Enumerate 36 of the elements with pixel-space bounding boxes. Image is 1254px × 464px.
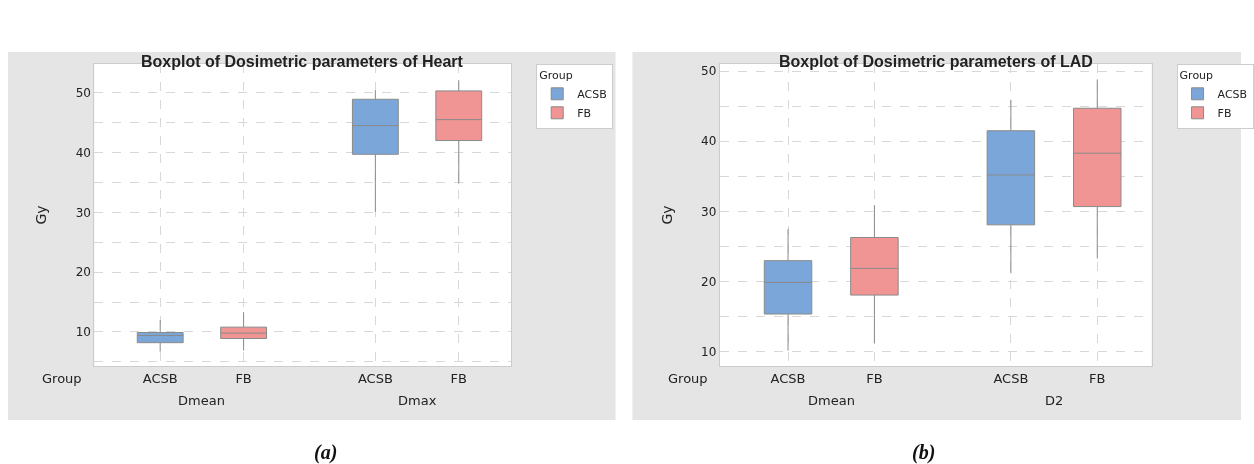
y-axis-title: Gy xyxy=(33,205,50,225)
text: FB xyxy=(866,370,883,386)
legend-label: ACSB xyxy=(1217,88,1248,102)
legend-label: FB xyxy=(1217,107,1232,121)
y-tick-label: 50 xyxy=(701,64,717,79)
y-tick-label: 10 xyxy=(701,345,717,360)
x-axis-title: Group xyxy=(42,371,82,386)
x-tick-label: Dmean xyxy=(178,393,225,408)
text: (a) xyxy=(314,441,338,464)
chart-title: Boxplot of Dosimetric parameters of LAD xyxy=(779,53,1093,70)
y-tick-label: 40 xyxy=(701,134,717,149)
text: FB xyxy=(235,370,252,386)
text: ACSB xyxy=(357,370,393,386)
text: FB xyxy=(450,370,467,386)
y-tick-label: 40 xyxy=(75,145,91,160)
y-tick-label: 10 xyxy=(75,325,91,340)
x-tick-label: D2 xyxy=(1045,393,1064,408)
legend-title: Group xyxy=(1179,69,1214,83)
legend-label: ACSB xyxy=(577,88,607,102)
legend-label: FB xyxy=(577,107,592,121)
text: FB xyxy=(1089,370,1106,386)
y-tick-label: 30 xyxy=(701,204,717,219)
y-tick-label: 50 xyxy=(75,85,91,100)
legend-title: Group xyxy=(539,69,573,83)
text: ACSB xyxy=(993,370,1029,386)
text: ACSB xyxy=(142,370,178,386)
text: ACSB xyxy=(770,370,806,386)
text: (b) xyxy=(912,441,936,464)
y-tick-label: 20 xyxy=(701,274,717,289)
x-axis-title: Group xyxy=(668,371,708,386)
x-tick-label: Dmax xyxy=(398,393,437,408)
y-tick-label: 20 xyxy=(75,265,91,280)
chart-title: Boxplot of Dosimetric parameters of Heart xyxy=(141,53,464,70)
y-axis-title: Gy xyxy=(658,205,675,225)
y-tick-label: 30 xyxy=(75,205,91,220)
x-tick-label: Dmean xyxy=(808,393,855,408)
